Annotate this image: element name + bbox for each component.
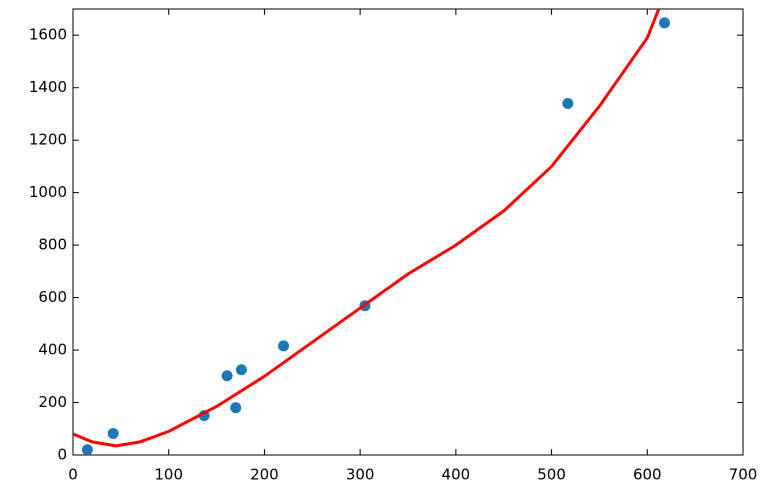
y-tick-label: 600 xyxy=(38,288,67,306)
x-tick-label: 300 xyxy=(346,466,375,484)
x-tick-label: 600 xyxy=(633,466,662,484)
y-tick-label: 400 xyxy=(38,341,67,359)
fit-curve xyxy=(73,9,661,448)
axes-frame xyxy=(72,8,744,456)
data-point xyxy=(81,444,93,455)
data-point xyxy=(230,402,242,414)
y-tick-label: 1400 xyxy=(29,78,67,96)
y-tick-label: 800 xyxy=(38,236,67,254)
x-tick-label: 500 xyxy=(537,466,566,484)
y-tick-label: 0 xyxy=(57,446,67,464)
y-tick-label: 1200 xyxy=(29,131,67,149)
data-point xyxy=(562,97,574,109)
data-point xyxy=(659,17,671,29)
y-tick-label: 200 xyxy=(38,393,67,411)
plot-area xyxy=(73,9,671,455)
x-tick-label: 400 xyxy=(442,466,471,484)
data-point xyxy=(107,427,119,439)
x-tick-label: 100 xyxy=(154,466,183,484)
x-tick-label: 700 xyxy=(729,466,758,484)
data-point xyxy=(221,370,233,382)
x-tick-label: 0 xyxy=(68,466,78,484)
y-tick-label: 1000 xyxy=(29,183,67,201)
x-tick-label: 200 xyxy=(250,466,279,484)
y-tick-label: 1600 xyxy=(29,26,67,44)
data-point xyxy=(278,340,290,352)
data-point xyxy=(235,364,247,376)
